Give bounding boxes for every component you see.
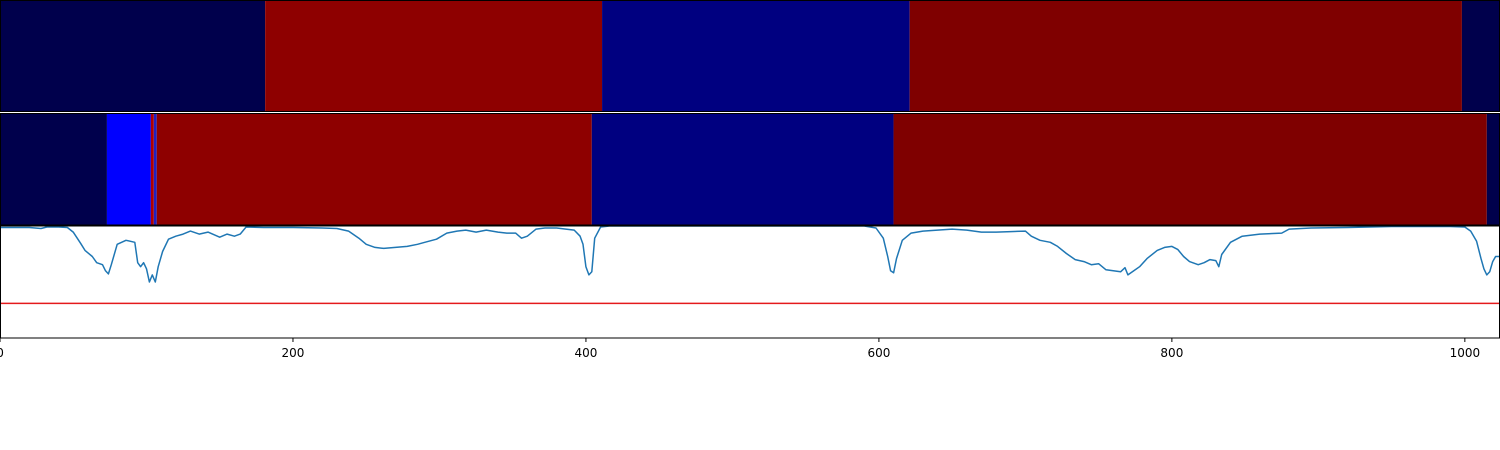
- heatmap-top-segment-1: [265, 0, 603, 112]
- heatmap-panel-top: [0, 0, 1500, 112]
- series-line: [0, 225, 1500, 283]
- heatmap-middle-segment-3: [153, 113, 157, 225]
- line-panel-bottom: [0, 225, 1500, 305]
- heatmap-middle-segment-4: [156, 113, 592, 225]
- heatmap-top-segment-0: [0, 0, 266, 112]
- heatmap-middle-segment-0: [0, 113, 107, 225]
- heatmap-middle-segment-1: [106, 113, 151, 225]
- x-tick-label-800: 800: [1160, 346, 1183, 360]
- x-tick-label-400: 400: [574, 346, 597, 360]
- heatmap-panel-middle: [0, 113, 1500, 225]
- heatmap-middle-segment-7: [1486, 113, 1500, 225]
- x-tick-label-0: 0: [0, 346, 4, 360]
- heatmap-middle-segment-2: [150, 113, 154, 225]
- heatmap-middle-segment-6: [893, 113, 1487, 225]
- panel-bottom-frame: [0, 225, 1500, 339]
- heatmap-top-segment-4: [1461, 0, 1500, 112]
- heatmap-top-segment-3: [909, 0, 1462, 112]
- x-tick-label-1000: 1000: [1450, 346, 1481, 360]
- x-axis: 0 200 400 600 800 1000: [0, 338, 1480, 360]
- heatmap-top-segment-2: [602, 0, 910, 112]
- x-tick-label-600: 600: [867, 346, 890, 360]
- x-tick-label-200: 200: [282, 346, 305, 360]
- heatmap-middle-segment-5: [591, 113, 894, 225]
